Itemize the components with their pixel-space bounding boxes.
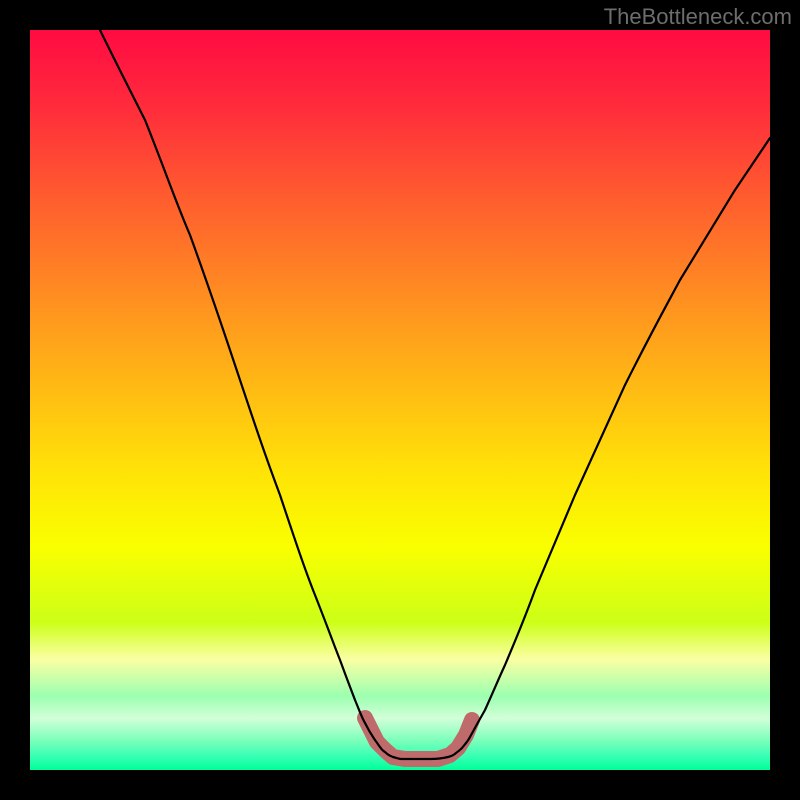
plot-area [30,30,770,770]
curve-line [100,30,770,759]
watermark-text: TheBottleneck.com [604,4,792,30]
stage: TheBottleneck.com [0,0,800,800]
bottleneck-curve [30,30,770,770]
